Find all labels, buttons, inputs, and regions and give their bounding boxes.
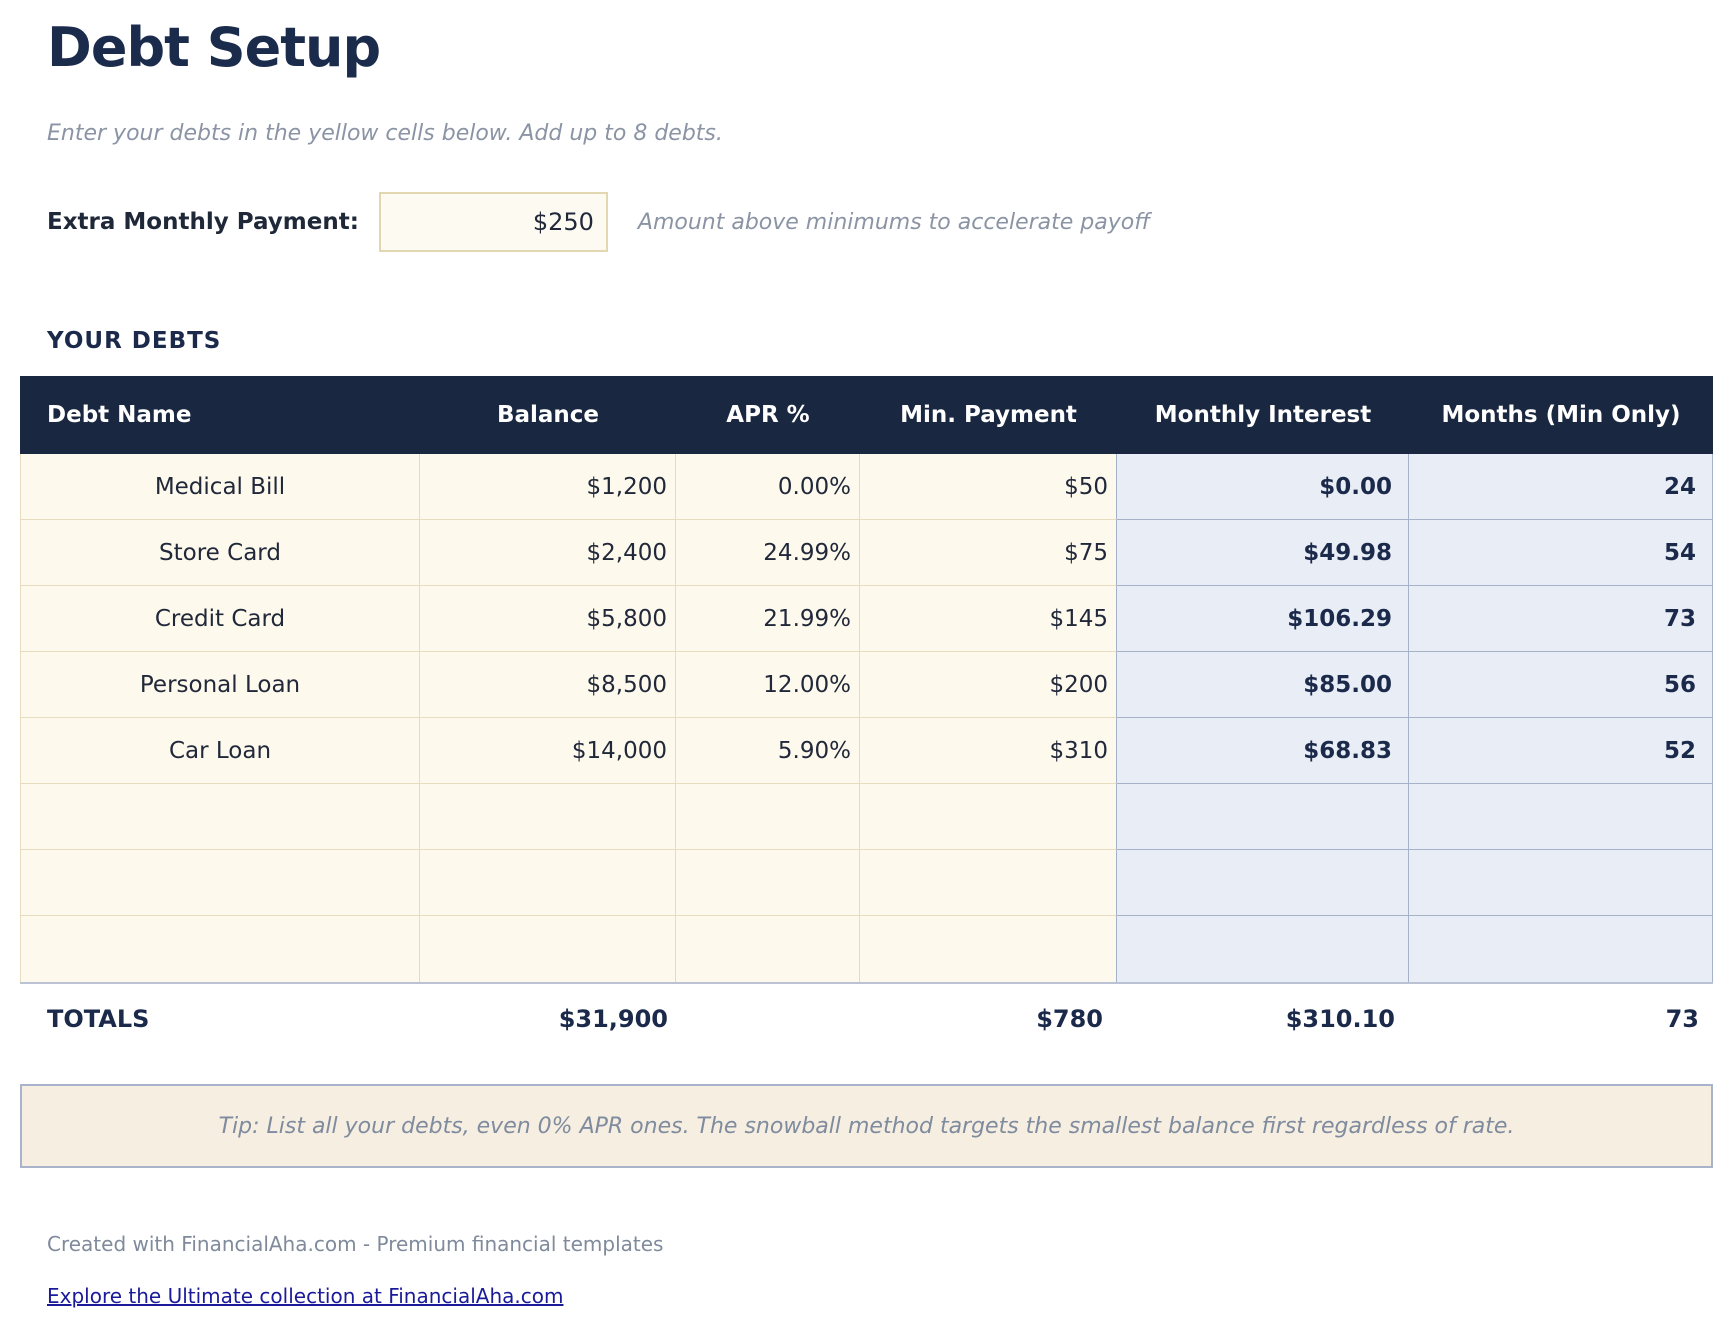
table-row-empty — [20, 784, 1713, 850]
min-payment-cell[interactable]: $145 — [860, 586, 1117, 652]
table-row: Personal Loan $8,500 12.00% $200 $85.00 … — [20, 652, 1713, 718]
monthly-interest-cell: $106.29 — [1117, 586, 1409, 652]
balance-cell[interactable]: $1,200 — [420, 454, 676, 520]
min-payment-cell[interactable]: $200 — [860, 652, 1117, 718]
monthly-interest-cell — [1117, 850, 1409, 916]
min-payment-cell[interactable]: $310 — [860, 718, 1117, 784]
months-cell: 52 — [1409, 718, 1713, 784]
page-title: Debt Setup — [47, 16, 381, 79]
table-row-empty — [20, 916, 1713, 982]
monthly-interest-cell: $0.00 — [1117, 454, 1409, 520]
balance-cell[interactable]: $8,500 — [420, 652, 676, 718]
balance-cell[interactable]: $14,000 — [420, 718, 676, 784]
tip-text: Tip: List all your debts, even 0% APR on… — [218, 1113, 1515, 1139]
apr-cell[interactable] — [676, 850, 860, 916]
totals-months: 73 — [1665, 1005, 1699, 1033]
apr-cell[interactable]: 12.00% — [676, 652, 860, 718]
apr-cell[interactable]: 5.90% — [676, 718, 860, 784]
balance-cell[interactable] — [420, 784, 676, 850]
table-row-empty — [20, 850, 1713, 916]
apr-cell[interactable]: 24.99% — [676, 520, 860, 586]
months-cell: 54 — [1409, 520, 1713, 586]
table-row: Car Loan $14,000 5.90% $310 $68.83 52 — [20, 718, 1713, 784]
table-row: Store Card $2,400 24.99% $75 $49.98 54 — [20, 520, 1713, 586]
months-cell — [1409, 784, 1713, 850]
column-header-balance: Balance — [496, 402, 600, 428]
months-cell: 24 — [1409, 454, 1713, 520]
monthly-interest-cell — [1117, 916, 1409, 982]
column-header-min-payment: Min. Payment — [900, 402, 1077, 428]
totals-monthly-interest: $310.10 — [1285, 1005, 1395, 1033]
monthly-interest-cell — [1117, 784, 1409, 850]
balance-cell[interactable]: $2,400 — [420, 520, 676, 586]
months-cell: 73 — [1409, 586, 1713, 652]
months-cell — [1409, 850, 1713, 916]
apr-cell[interactable] — [676, 784, 860, 850]
column-header-debt-name: Debt Name — [47, 402, 192, 428]
your-debts-heading: YOUR DEBTS — [47, 328, 222, 354]
debt-name-cell[interactable]: Personal Loan — [20, 652, 420, 718]
column-header-months-min-only: Months (Min Only) — [1441, 402, 1681, 428]
instructions-text: Enter your debts in the yellow cells bel… — [47, 121, 723, 146]
footer-credit-text: Created with FinancialAha.com - Premium … — [47, 1232, 664, 1256]
monthly-interest-cell: $68.83 — [1117, 718, 1409, 784]
debt-name-cell[interactable] — [20, 850, 420, 916]
extra-payment-label: Extra Monthly Payment: — [47, 209, 359, 235]
financialaha-link[interactable]: Explore the Ultimate collection at Finan… — [47, 1284, 564, 1308]
balance-cell[interactable] — [420, 850, 676, 916]
apr-cell[interactable] — [676, 916, 860, 982]
table-row: Credit Card $5,800 21.99% $145 $106.29 7… — [20, 586, 1713, 652]
months-cell: 56 — [1409, 652, 1713, 718]
extra-payment-input[interactable] — [378, 192, 608, 252]
debt-name-cell[interactable]: Medical Bill — [20, 454, 420, 520]
debt-name-cell[interactable] — [20, 784, 420, 850]
min-payment-cell[interactable] — [860, 784, 1117, 850]
column-header-monthly-interest: Monthly Interest — [1154, 402, 1372, 428]
totals-balance: $31,900 — [558, 1005, 668, 1033]
balance-cell[interactable] — [420, 916, 676, 982]
balance-cell[interactable]: $5,800 — [420, 586, 676, 652]
totals-label: TOTALS — [47, 1005, 150, 1033]
months-cell — [1409, 916, 1713, 982]
min-payment-cell[interactable]: $75 — [860, 520, 1117, 586]
debts-table: Debt Name Balance APR % Min. Payment Mon… — [20, 376, 1713, 984]
totals-row: TOTALS $31,900 $780 $310.10 73 — [20, 984, 1713, 1054]
debt-name-cell[interactable]: Car Loan — [20, 718, 420, 784]
debt-name-cell[interactable]: Store Card — [20, 520, 420, 586]
table-header-row: Debt Name Balance APR % Min. Payment Mon… — [20, 376, 1713, 454]
apr-cell[interactable]: 21.99% — [676, 586, 860, 652]
monthly-interest-cell: $85.00 — [1117, 652, 1409, 718]
table-row: Medical Bill $1,200 0.00% $50 $0.00 24 — [20, 454, 1713, 520]
extra-payment-row: Extra Monthly Payment: Amount above mini… — [47, 192, 1734, 252]
debt-name-cell[interactable] — [20, 916, 420, 982]
column-header-apr: APR % — [726, 402, 810, 428]
extra-payment-note: Amount above minimums to accelerate payo… — [637, 209, 1151, 235]
tip-box: Tip: List all your debts, even 0% APR on… — [20, 1084, 1713, 1168]
apr-cell[interactable]: 0.00% — [676, 454, 860, 520]
debt-name-cell[interactable]: Credit Card — [20, 586, 420, 652]
min-payment-cell[interactable] — [860, 850, 1117, 916]
min-payment-cell[interactable] — [860, 916, 1117, 982]
monthly-interest-cell: $49.98 — [1117, 520, 1409, 586]
min-payment-cell[interactable]: $50 — [860, 454, 1117, 520]
totals-min-payment: $780 — [1036, 1005, 1103, 1033]
